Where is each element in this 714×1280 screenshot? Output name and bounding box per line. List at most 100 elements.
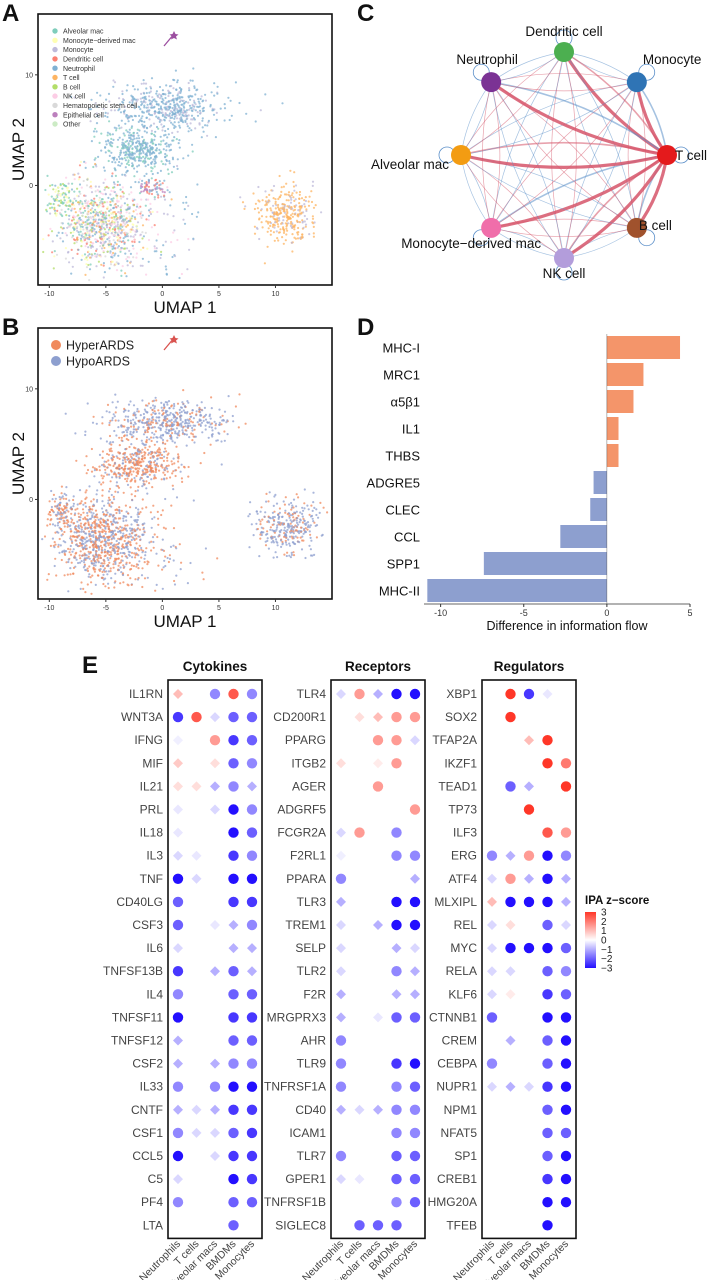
dotplot-dot (246, 1081, 258, 1092)
umap-a-point (165, 142, 168, 145)
umap-a-point (146, 103, 149, 106)
umap-b-point (182, 425, 185, 428)
umap-a-point (61, 187, 64, 190)
dotplot-row-label: IL21 (140, 779, 164, 793)
umap-b-point (150, 413, 153, 416)
dotplot-dot (391, 758, 402, 769)
umap-a-legend-swatch-epithelial-cell (52, 112, 58, 118)
umap-b-point (156, 458, 159, 461)
umap-a-point (124, 159, 127, 162)
umap-a-point (150, 106, 153, 109)
umap-b-point (187, 419, 190, 422)
umap-a-point (114, 174, 117, 177)
umap-a-point (140, 183, 144, 186)
umap-b-point (150, 439, 153, 443)
umap-a-point (93, 197, 96, 200)
dotplot-dot (409, 1127, 421, 1139)
umap-a-point (121, 92, 124, 96)
umap-a-point (108, 235, 111, 239)
dotplot-dot (560, 827, 572, 838)
umap-b-point (101, 549, 104, 552)
umap-a-point (100, 201, 103, 204)
umap-a-point (159, 150, 162, 153)
umap-a-point (172, 101, 176, 104)
umap-a-point (187, 204, 190, 207)
bar-category-label: THBS (385, 449, 420, 464)
umap-a-point (148, 91, 151, 94)
umap-b-point (164, 401, 167, 404)
umap-a-point (178, 100, 181, 103)
umap-a-point (298, 221, 301, 224)
umap-a-point (282, 231, 286, 234)
umap-a-point (131, 101, 134, 104)
umap-a-point (68, 190, 71, 193)
umap-b-point (153, 475, 156, 479)
umap-b-point (128, 445, 131, 449)
umap-b-point (163, 450, 166, 453)
dotplot-dot (228, 966, 239, 977)
dotplot-row-label: TNFSF13B (103, 964, 163, 978)
umap-a-point (64, 195, 68, 198)
dotplot-dot (391, 919, 402, 931)
umap-b-point (108, 546, 112, 549)
umap-a-point (138, 137, 141, 140)
umap-a-point (303, 203, 306, 206)
umap-a-point (182, 218, 185, 221)
dotplot-diamond (336, 1174, 346, 1185)
umap-b-point (144, 551, 147, 554)
umap-a-point (119, 164, 122, 167)
umap-a-point (86, 232, 89, 235)
umap-a-point (135, 147, 138, 150)
umap-a-point (65, 214, 68, 217)
umap-b-point (183, 433, 186, 436)
umap-a-point (128, 249, 131, 252)
umap-a-point (192, 108, 195, 111)
umap-b-point (305, 522, 308, 525)
umap-b-point (64, 553, 67, 556)
dotplot-dot (228, 1127, 239, 1139)
umap-b-point (103, 504, 106, 507)
umap-b-point (77, 512, 80, 515)
umap-b-point (137, 448, 140, 451)
umap-a-point (55, 188, 58, 191)
umap-a-point (64, 204, 67, 207)
umap-b-point (278, 533, 281, 536)
umap-b-point (56, 517, 59, 520)
umap-b-point (60, 492, 63, 495)
umap-a-point (83, 207, 86, 210)
umap-b-point (256, 512, 259, 515)
umap-a-point (133, 238, 136, 241)
umap-b-point (63, 510, 66, 513)
umap-a-point (195, 215, 198, 218)
umap-b-point (97, 548, 100, 551)
umap-b-point (187, 475, 190, 478)
umap-a-point (274, 202, 277, 205)
umap-a-point (147, 185, 150, 188)
umap-b-point (117, 548, 120, 551)
umap-a-point (110, 232, 113, 235)
umap-a-point (142, 159, 145, 162)
umap-a-point (127, 163, 131, 167)
umap-b-point (152, 540, 155, 544)
umap-a-point (95, 265, 98, 268)
umap-b-point (204, 547, 207, 550)
umap-b-point (63, 522, 66, 525)
umap-a-point (185, 195, 188, 199)
umap-a-point (285, 199, 288, 202)
umap-a-point (68, 218, 71, 221)
umap-a-point (84, 224, 87, 227)
umap-b-point (309, 533, 312, 536)
umap-a-point (167, 143, 170, 146)
umap-a-point (110, 151, 113, 154)
bar-category-label: MHC-II (379, 584, 420, 599)
umap-a-point (120, 232, 123, 235)
umap-b-point (171, 432, 174, 435)
umap-a-point (153, 165, 156, 168)
wand-icon-b (163, 335, 179, 351)
umap-a-point (305, 208, 308, 211)
umap-a-point (173, 136, 176, 139)
umap-a-point (141, 257, 144, 260)
umap-b-point (126, 524, 129, 527)
dotplot-diamond (373, 1012, 383, 1023)
umap-a-point (113, 109, 116, 112)
